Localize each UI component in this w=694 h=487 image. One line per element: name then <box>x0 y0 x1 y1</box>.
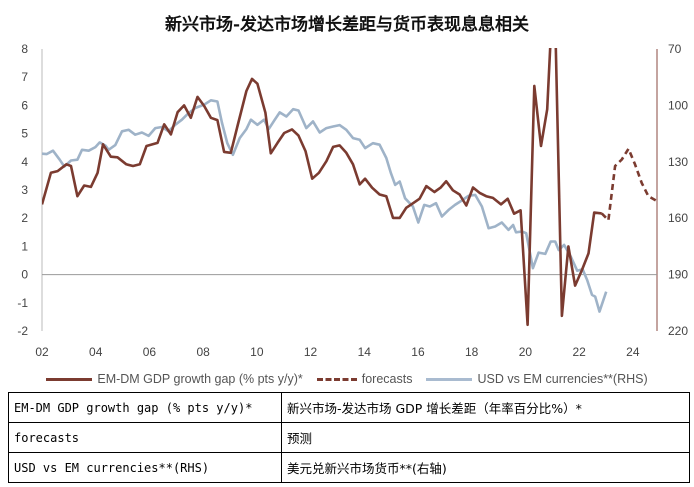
table-cell-zh: 美元兑新兴市场货币**(右轴) <box>281 452 690 483</box>
x-tick-label: 04 <box>89 345 103 359</box>
table-row: forecasts 预测 <box>8 422 690 453</box>
x-tick-label: 22 <box>572 345 586 359</box>
table-cell-en: USD vs EM currencies**(RHS) <box>8 452 282 483</box>
legend-swatch-solid-brown <box>46 377 93 381</box>
x-tick-label: 08 <box>196 345 210 359</box>
chart-title: 新兴市场-发达市场增长差距与货币表现息息相关 <box>164 15 530 35</box>
table-cell-zh: 新兴市场-发达市场 GDP 增长差距（年率百分比%）* <box>281 392 690 423</box>
table-cell-zh: 预测 <box>281 422 690 453</box>
table-row: EM-DM GDP growth gap (% pts y/y)* 新兴市场-发… <box>8 392 690 423</box>
legend-label: EM-DM GDP growth gap (% pts y/y)* <box>97 372 303 386</box>
y-left-tick-label: 6 <box>21 98 28 112</box>
y-left-tick-label: 8 <box>21 42 28 56</box>
y-right-tick-label: 160 <box>668 211 688 225</box>
legend-swatch-solid-blue <box>426 377 473 381</box>
legend: EM-DM GDP growth gap (% pts y/y)* foreca… <box>0 372 694 386</box>
legend-label: forecasts <box>361 372 413 386</box>
x-tick-label: 10 <box>250 345 264 359</box>
y-right-tick-label: 70 <box>668 42 682 56</box>
legend-item-usd: USD vs EM currencies**(RHS) <box>426 372 648 386</box>
y-right-tick-label: 220 <box>668 324 688 338</box>
y-right-tick-label: 130 <box>668 155 688 169</box>
x-tick-label: 06 <box>143 345 157 359</box>
x-tick-label: 24 <box>626 345 640 359</box>
table-cell-en: forecasts <box>8 422 282 453</box>
y-left-tick-label: -1 <box>17 296 28 310</box>
x-tick-label: 16 <box>411 345 425 359</box>
series-line-usd-vs-em <box>42 99 608 313</box>
x-tick-label: 12 <box>304 345 318 359</box>
x-tick-label: 18 <box>465 345 479 359</box>
series-line-forecasts <box>600 147 657 222</box>
legend-item-gap: EM-DM GDP growth gap (% pts y/y)* <box>46 372 303 386</box>
translation-table: EM-DM GDP growth gap (% pts y/y)* 新兴市场-发… <box>8 392 690 483</box>
y-left-tick-label: 3 <box>21 183 28 197</box>
legend-item-forecasts: forecasts <box>316 372 413 386</box>
y-right-tick-label: 190 <box>668 268 688 282</box>
y-left-tick-label: 7 <box>21 70 28 84</box>
table-cell-en: EM-DM GDP growth gap (% pts y/y)* <box>8 392 282 423</box>
x-tick-label: 20 <box>519 345 533 359</box>
x-tick-label: 14 <box>358 345 372 359</box>
legend-label: USD vs EM currencies**(RHS) <box>477 372 648 386</box>
x-tick-label: 02 <box>35 345 49 359</box>
legend-swatch-dashed-brown <box>316 377 357 381</box>
y-left-tick-label: 2 <box>21 211 28 225</box>
y-left-tick-label: 5 <box>21 127 28 141</box>
y-left-tick-label: 0 <box>21 268 28 282</box>
series-line-gdp-gap <box>42 48 602 327</box>
table-row: USD vs EM currencies**(RHS) 美元兑新兴市场货币**(… <box>8 452 690 483</box>
y-left-tick-label: -2 <box>17 324 28 338</box>
y-right-tick-label: 100 <box>668 98 688 112</box>
y-left-tick-label: 1 <box>21 239 28 253</box>
y-left-tick-label: 4 <box>21 155 28 169</box>
